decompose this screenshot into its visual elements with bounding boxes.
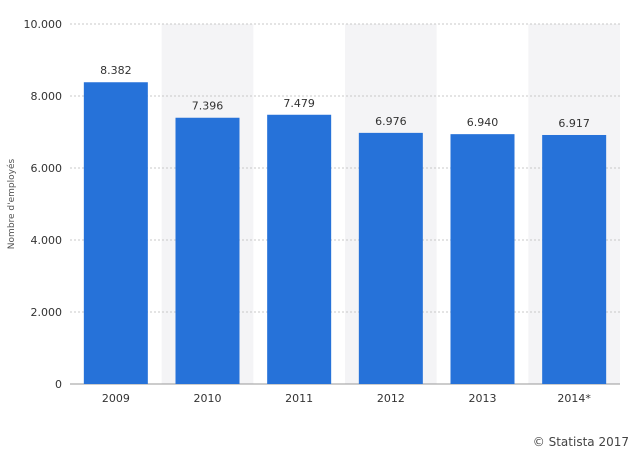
bar-value-label: 8.382 xyxy=(100,64,132,77)
y-tick-label: 0 xyxy=(55,378,62,391)
bar-value-label: 6.976 xyxy=(375,115,407,128)
y-tick-label: 4.000 xyxy=(31,234,63,247)
bar-2011[interactable] xyxy=(267,114,332,385)
x-axis-ticks: 2009 2010 2011 2012 2013 2014* xyxy=(102,392,592,405)
bar-2014*[interactable] xyxy=(542,134,607,384)
source-credit[interactable]: © Statista 2017 xyxy=(532,435,629,449)
y-tick-label: 6.000 xyxy=(31,162,63,175)
bar-value-label: 7.396 xyxy=(192,100,224,113)
bar-value-label: 6.940 xyxy=(467,116,499,129)
y-axis-title: Nombre d'employés xyxy=(6,159,17,250)
data-labels: 8.382 7.396 7.479 6.976 6.940 6.917 xyxy=(100,64,590,130)
x-tick-label: 2014* xyxy=(557,392,591,405)
bar-2012[interactable] xyxy=(358,132,423,384)
y-tick-label: 2.000 xyxy=(31,306,63,319)
bar-2013[interactable] xyxy=(450,134,515,384)
bars xyxy=(83,82,607,385)
x-tick-label: 2013 xyxy=(469,392,497,405)
y-axis-ticks: 0 2.000 4.000 6.000 8.000 10.000 xyxy=(24,18,63,391)
x-tick-label: 2011 xyxy=(285,392,313,405)
bar-2010[interactable] xyxy=(175,117,240,384)
bar-value-label: 7.479 xyxy=(283,97,315,110)
x-tick-label: 2009 xyxy=(102,392,130,405)
x-tick-label: 2010 xyxy=(194,392,222,405)
x-tick-label: 2012 xyxy=(377,392,405,405)
y-tick-label: 8.000 xyxy=(31,90,63,103)
bar-value-label: 6.917 xyxy=(558,117,590,130)
y-tick-label: 10.000 xyxy=(24,18,63,31)
gridlines xyxy=(70,23,620,385)
bar-2009[interactable] xyxy=(83,82,148,385)
